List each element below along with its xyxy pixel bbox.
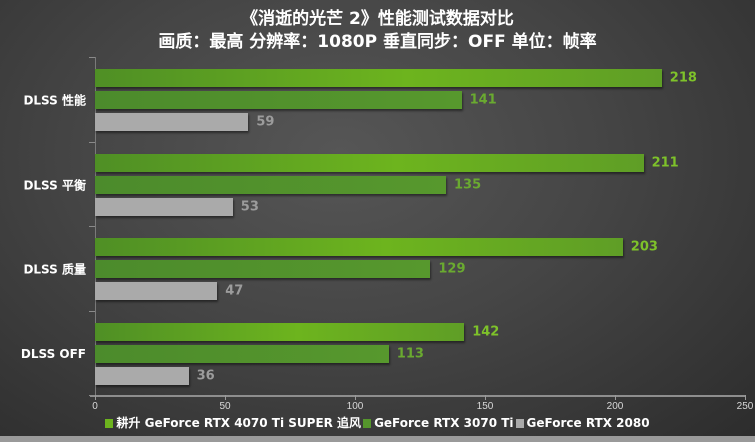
x-axis-tick bbox=[355, 395, 356, 400]
bottom-strip bbox=[0, 436, 755, 442]
x-axis-tick bbox=[745, 395, 746, 400]
x-axis-tick bbox=[95, 395, 96, 400]
legend-item: GeForce RTX 3070 Ti bbox=[363, 416, 514, 430]
bar-value-label: 113 bbox=[396, 346, 424, 361]
legend-label: 耕升 GeForce RTX 4070 Ti SUPER 追风 bbox=[116, 416, 362, 430]
y-axis-tick bbox=[89, 141, 95, 143]
bar-value-label: 135 bbox=[454, 177, 482, 192]
category-label: DLSS 性能 bbox=[23, 93, 86, 108]
y-axis-tick bbox=[89, 226, 95, 227]
category-label: DLSS 质量 bbox=[23, 262, 86, 277]
bar-value-label: 218 bbox=[669, 70, 697, 86]
bar-value-label: 36 bbox=[196, 368, 215, 383]
bar bbox=[95, 260, 431, 278]
legend-swatch-icon bbox=[515, 419, 524, 428]
legend-swatch-icon bbox=[105, 419, 114, 428]
legend-item: GeForce RTX 2080 bbox=[515, 416, 650, 430]
y-axis-tick bbox=[89, 57, 95, 58]
bar-value-label: 141 bbox=[469, 92, 497, 108]
bar bbox=[95, 153, 644, 172]
bar-value-label: 47 bbox=[225, 283, 244, 299]
bar bbox=[95, 175, 446, 194]
legend: 耕升 GeForce RTX 4070 Ti SUPER 追风 GeForce R… bbox=[0, 414, 755, 431]
x-axis-tick-label: 100 bbox=[346, 401, 364, 412]
x-axis-line bbox=[90, 395, 746, 397]
category-label: DLSS OFF bbox=[20, 346, 86, 361]
bar bbox=[95, 197, 233, 216]
x-axis-tick-label: 250 bbox=[736, 401, 754, 412]
x-axis-tick bbox=[615, 395, 616, 400]
x-axis-tick bbox=[225, 395, 226, 400]
bar bbox=[95, 238, 623, 256]
bar-value-label: 53 bbox=[240, 199, 259, 214]
bar-value-label: 129 bbox=[438, 261, 466, 277]
legend-label: GeForce RTX 2080 bbox=[526, 416, 650, 430]
bar bbox=[95, 282, 218, 300]
bar-value-label: 142 bbox=[472, 324, 500, 339]
x-axis-tick-label: 150 bbox=[476, 401, 494, 412]
legend-label: GeForce RTX 3070 Ti bbox=[374, 416, 514, 430]
y-axis-tick bbox=[89, 310, 95, 312]
bar-value-label: 203 bbox=[630, 239, 658, 255]
bar bbox=[95, 91, 462, 109]
bar bbox=[95, 366, 189, 385]
x-axis-tick bbox=[485, 395, 486, 400]
x-axis-tick-label: 200 bbox=[606, 401, 624, 412]
bar bbox=[95, 344, 389, 363]
x-axis-tick-label: 0 bbox=[92, 401, 98, 412]
y-axis-line bbox=[95, 57, 96, 395]
bar-value-label: 211 bbox=[651, 155, 679, 170]
bar-value-label: 59 bbox=[256, 114, 275, 130]
bar bbox=[95, 69, 662, 87]
chart-title: 《消逝的光芒 2》性能测试数据对比 bbox=[241, 9, 514, 29]
x-axis-tick-label: 50 bbox=[219, 401, 231, 412]
category-label: DLSS 平衡 bbox=[23, 178, 86, 192]
chart-subtitle: 画质：最高 分辨率：1080P 垂直同步：OFF 单位：帧率 bbox=[158, 32, 597, 52]
y-axis-tick bbox=[89, 395, 95, 396]
bar bbox=[95, 113, 249, 131]
bar bbox=[95, 322, 465, 341]
legend-swatch-icon bbox=[363, 419, 372, 428]
legend-item: 耕升 GeForce RTX 4070 Ti SUPER 追风 bbox=[105, 414, 361, 431]
